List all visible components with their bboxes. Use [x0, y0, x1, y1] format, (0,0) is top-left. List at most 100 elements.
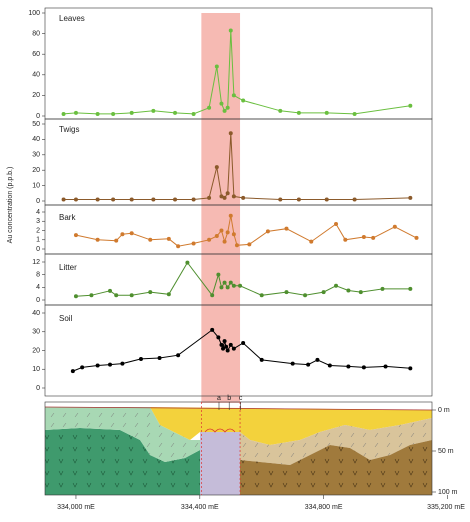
data-point	[219, 285, 224, 290]
data-point	[265, 229, 270, 234]
data-point	[327, 363, 332, 368]
data-point	[129, 231, 134, 236]
surface	[44, 406, 433, 411]
data-point	[151, 197, 156, 202]
data-point	[176, 244, 181, 249]
data-point	[231, 194, 236, 199]
x-tick-label: 334,000 mE	[57, 504, 95, 511]
data-point	[228, 131, 233, 136]
data-point	[129, 197, 134, 202]
data-point	[247, 242, 252, 247]
y-tick-label: 0	[36, 297, 40, 304]
data-point	[80, 365, 85, 370]
depth-tick-label: 100 m	[438, 489, 458, 496]
data-point	[111, 197, 116, 202]
data-point	[108, 362, 113, 367]
data-point	[95, 237, 100, 242]
tan-texture	[240, 418, 432, 465]
data-point	[392, 224, 397, 229]
data-point	[231, 232, 236, 237]
data-point	[408, 195, 413, 200]
data-point	[259, 357, 264, 362]
data-point	[89, 293, 94, 298]
y-tick-label: 4	[36, 209, 40, 216]
depth-tick-label: 0 m	[438, 407, 450, 414]
data-point	[234, 243, 239, 248]
data-point	[361, 365, 366, 370]
data-point	[296, 197, 301, 202]
data-point	[221, 346, 226, 351]
data-point	[216, 335, 221, 340]
data-point	[73, 197, 78, 202]
data-point	[290, 361, 295, 366]
data-point	[207, 105, 212, 110]
y-tick-label: 10	[32, 182, 40, 189]
highlight-band	[201, 13, 241, 403]
section-marker-label: b	[227, 395, 231, 402]
y-tick-label: 0	[36, 246, 40, 253]
data-point	[225, 105, 230, 110]
bedrock-right-texture	[240, 440, 432, 495]
data-point	[225, 285, 230, 290]
data-point	[315, 357, 320, 362]
data-point	[225, 348, 230, 353]
x-tick-label: 334,400 mE	[181, 504, 219, 511]
data-point	[185, 260, 190, 265]
x-tick-label: 335,200 mE	[427, 504, 465, 511]
data-point	[371, 235, 376, 240]
data-point	[207, 237, 212, 242]
panel-title: Bark	[59, 213, 76, 222]
data-point	[222, 339, 227, 344]
data-point	[173, 110, 178, 115]
y-tick-label: 0	[36, 113, 40, 120]
data-point	[352, 197, 357, 202]
data-point	[219, 101, 224, 106]
data-point	[408, 366, 413, 371]
y-tick-label: 10	[32, 366, 40, 373]
y-tick-label: 40	[32, 310, 40, 317]
data-point	[214, 165, 219, 170]
data-point	[207, 195, 212, 200]
data-point	[228, 280, 233, 285]
data-point	[216, 272, 221, 277]
data-point	[157, 356, 162, 360]
data-point	[222, 108, 227, 113]
data-point	[361, 234, 366, 239]
data-point	[114, 238, 119, 243]
data-point	[166, 236, 171, 241]
anomaly-outline	[204, 428, 236, 433]
y-tick-label: 3	[36, 218, 40, 225]
section-marker-label: c	[239, 395, 243, 402]
data-point	[108, 288, 113, 293]
data-point	[334, 222, 339, 227]
yellow-layer	[150, 407, 432, 445]
data-point	[408, 286, 413, 291]
data-point	[228, 342, 233, 347]
data-point	[148, 237, 153, 242]
series-line	[75, 215, 417, 247]
data-point	[191, 111, 196, 116]
y-tick-label: 80	[32, 30, 40, 37]
data-point	[73, 233, 78, 238]
data-point	[358, 290, 363, 295]
data-point	[278, 197, 283, 202]
y-tick-label: 4	[36, 284, 40, 291]
data-point	[173, 197, 178, 202]
data-point	[210, 327, 215, 332]
data-point	[73, 294, 78, 299]
data-point	[120, 361, 125, 366]
cover-left-texture	[45, 407, 200, 462]
y-tick-label: 50	[32, 121, 40, 128]
y-tick-label: 60	[32, 51, 40, 58]
y-tick-label: 30	[32, 329, 40, 336]
data-point	[324, 110, 329, 115]
data-point	[343, 237, 348, 242]
panel-title: Twigs	[59, 125, 79, 134]
data-point	[228, 28, 233, 33]
data-point	[346, 288, 351, 293]
data-point	[241, 98, 246, 103]
data-point	[148, 290, 153, 295]
data-point	[346, 364, 351, 369]
y-tick-label: 100	[28, 10, 40, 17]
